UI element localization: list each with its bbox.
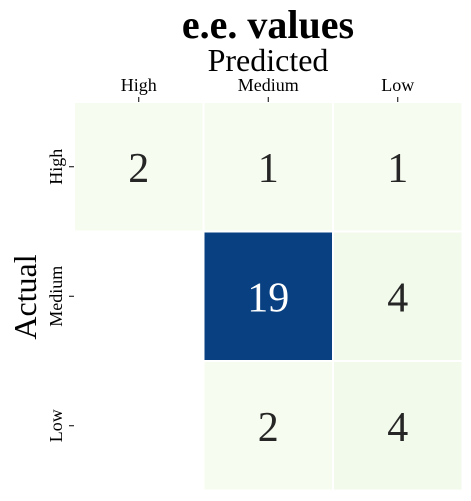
x-axis-label: Predicted	[208, 42, 329, 78]
y-axis-ticks: High Medium Low	[46, 149, 74, 442]
heatmap-cell-high-high	[73, 101, 205, 233]
x-axis-ticks: High Medium Low	[121, 75, 414, 102]
y-tick-label: High	[46, 149, 66, 185]
cell-value-label: 2	[258, 405, 279, 451]
chart-title: e.e. values	[182, 2, 354, 47]
heatmap-cell-medium-low	[332, 230, 464, 362]
heatmap-cell-low-medium	[202, 360, 334, 492]
x-tick-label: High	[121, 75, 157, 95]
heatmap-cells	[73, 101, 464, 492]
heatmap-cell-medium-high	[73, 230, 205, 362]
y-axis-label: Actual	[7, 254, 43, 339]
x-tick-label: Medium	[238, 75, 299, 95]
cell-value-label: 4	[387, 405, 408, 451]
heatmap-value-labels: 2 1 1 19 4 2 4	[128, 146, 408, 451]
cell-value-label: 4	[387, 275, 408, 321]
heatmap-cell-low-low	[332, 360, 464, 492]
x-tick-label: Low	[381, 75, 414, 95]
cell-value-label: 19	[247, 275, 289, 321]
cell-value-label: 1	[387, 146, 408, 192]
heatmap-cell-high-medium	[202, 101, 334, 233]
heatmap-cell-low-high	[73, 360, 205, 492]
y-tick-label: Medium	[46, 266, 66, 327]
cell-value-label: 1	[258, 146, 279, 192]
cell-value-label: 2	[128, 146, 149, 192]
y-tick-label: Low	[46, 409, 66, 442]
